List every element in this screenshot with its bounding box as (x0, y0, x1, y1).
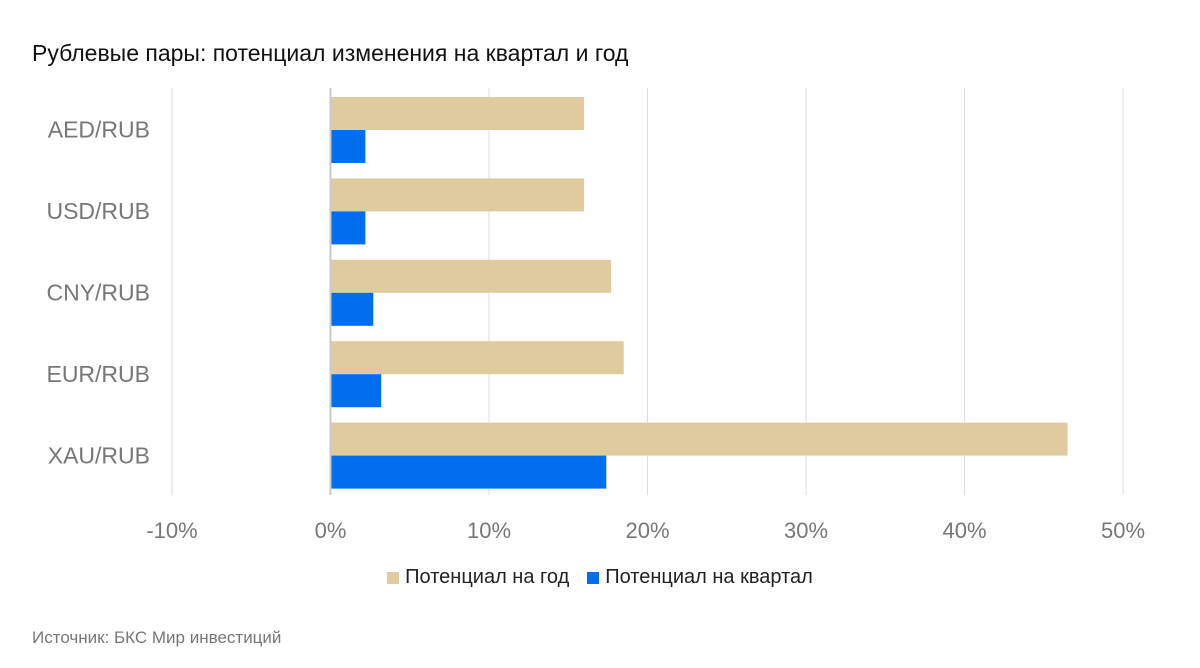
y-tick-label: XAU/RUB (48, 442, 150, 468)
x-tick-label: 50% (1101, 518, 1145, 543)
bar-year (330, 422, 1068, 456)
bar-quarter (330, 374, 382, 408)
legend-swatch-year (387, 571, 400, 584)
legend-label-quarter: Потенциал на квартал (605, 566, 813, 588)
bar-year (330, 178, 585, 212)
x-tick-label: 30% (784, 518, 828, 543)
bar-quarter (330, 130, 366, 163)
source-note: Источник: БКС Мир инвестиций (32, 628, 282, 647)
y-tick-label: CNY/RUB (46, 280, 150, 306)
bar-year (330, 341, 624, 375)
bar-year (330, 97, 585, 130)
legend-label-year: Потенциал на год (405, 566, 570, 588)
x-tick-label: 40% (942, 518, 986, 543)
x-tick-label: 10% (467, 518, 511, 543)
legend: Потенциал на год Потенциал на квартал (0, 566, 1200, 589)
legend-item-year: Потенциал на год (387, 566, 569, 589)
x-tick-label: 20% (625, 518, 669, 543)
chart-title: Рублевые пары: потенциал изменения на кв… (32, 40, 629, 66)
y-tick-label: USD/RUB (46, 198, 150, 224)
y-tick-label: AED/RUB (48, 117, 150, 143)
bar-quarter (330, 292, 374, 326)
bar-quarter (330, 211, 366, 245)
bar-quarter (330, 455, 607, 489)
x-tick-label: 0% (315, 518, 347, 543)
bar-year (330, 259, 612, 293)
y-tick-label: EUR/RUB (46, 361, 150, 387)
x-tick-label: -10% (146, 518, 197, 543)
legend-item-quarter: Потенциал на квартал (587, 566, 813, 589)
legend-swatch-quarter (587, 571, 600, 584)
